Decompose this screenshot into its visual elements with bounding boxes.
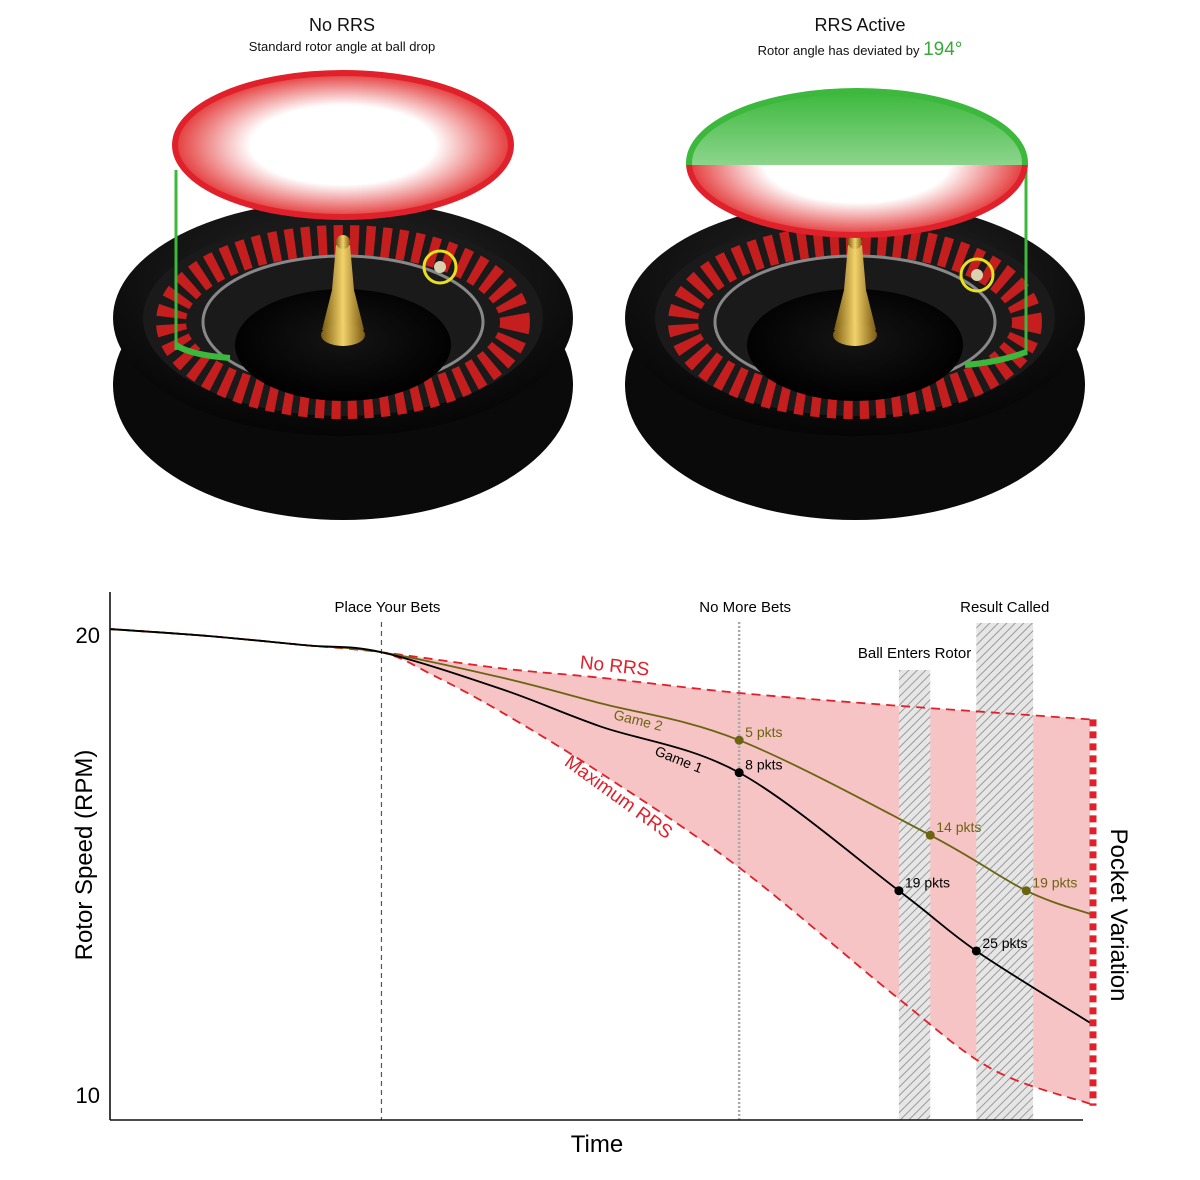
wheel-right-subtitle-text: Rotor angle has deviated by [757,43,920,58]
wheel-right-turret [834,245,876,330]
point-label-game-2-4: 19 pkts [1032,875,1077,891]
y-axis-label: Rotor Speed (RPM) [71,750,98,961]
point-label-game-2-2: 14 pkts [936,819,981,835]
wheel-right-indicator-oval [686,88,1028,238]
event-markers: Place Your Bets No More Bets Ball Enters R… [334,599,1049,1120]
point-game-1-3 [894,886,904,896]
series-label-game-1: Game 1 [653,743,705,777]
point-label-game-1-1: 8 pkts [745,757,782,773]
y-tick-10: 10 [76,1083,100,1108]
event-band-result-called [976,623,1034,1120]
wheel-left-turret [322,245,364,330]
point-game-2-0 [734,735,744,745]
point-game-1-5 [971,946,981,956]
series-lines [109,628,1097,1106]
wheel-left-indicator-oval [172,70,514,220]
wheel-left-subtitle: Standard rotor angle at ball drop [248,39,436,54]
wheel-left-ball-marker [422,249,458,285]
wheel-right-title-block: RRS Active Rotor angle has deviated by 1… [660,15,1060,61]
point-label-game-1-5: 25 pkts [982,935,1027,951]
series-label-maximum-rrs: Maximum RRS [560,752,676,844]
axes: 20 10 Time Rotor Speed (RPM) Pocket Vari… [71,592,1132,1158]
series-line-maximum-rrs [109,628,1091,1105]
event-label-result-called: Result Called [960,599,1049,616]
point-game-2-2 [925,830,935,840]
event-label-no-more-bets: No More Bets [699,599,791,616]
pocket-variation-band [110,629,1090,1104]
wheel-left-title: No RRS [308,15,375,35]
series-line-no-rrs [109,628,1091,721]
series-label-no-rrs: No RRS [579,652,651,680]
x-axis-label: Time [571,1131,623,1158]
series-labels: No RRS Maximum RRS Game 2 Game 1 [560,652,705,843]
series-line-game-2 [109,628,1091,915]
deviation-value: 194° [923,39,963,60]
wheel-right-subtitle: Rotor angle has deviated by 194° [660,39,1060,61]
point-label-game-2-0: 5 pkts [745,724,782,740]
wheel-right [625,88,1085,520]
point-label-game-1-3: 19 pkts [905,875,950,891]
wheel-left-ball [434,261,446,273]
wheel-left-title-block: No RRS Standard rotor angle at ball drop [142,15,542,54]
series-line-game-1 [109,628,1091,1024]
wheel-left [113,70,573,520]
data-points: 5 pkts 8 pkts 14 pkts 19 pkts 19 pkts 25 pkts [734,724,1077,956]
event-label-ball-enters-rotor: Ball Enters Rotor [858,645,971,662]
rrs-range-fill [110,629,1090,1104]
point-game-1-1 [734,768,744,778]
event-band-ball-enters-rotor [898,670,931,1120]
wheel-right-ball [971,269,983,281]
y-tick-20: 20 [76,623,100,648]
wheel-right-title: RRS Active [814,15,906,35]
series-label-game-2: Game 2 [612,706,664,734]
roulette-wheels-illustration [113,70,1085,520]
wheel-right-zero-marker [964,349,1028,368]
pocket-variation-label: Pocket Variation [1105,829,1132,1002]
wheel-left-zero-marker [174,342,231,361]
point-game-2-4 [1021,886,1031,896]
wheel-left-pockets [156,225,530,419]
wheel-right-ball-marker [959,257,995,293]
event-label-place-your-bets: Place Your Bets [334,599,440,616]
